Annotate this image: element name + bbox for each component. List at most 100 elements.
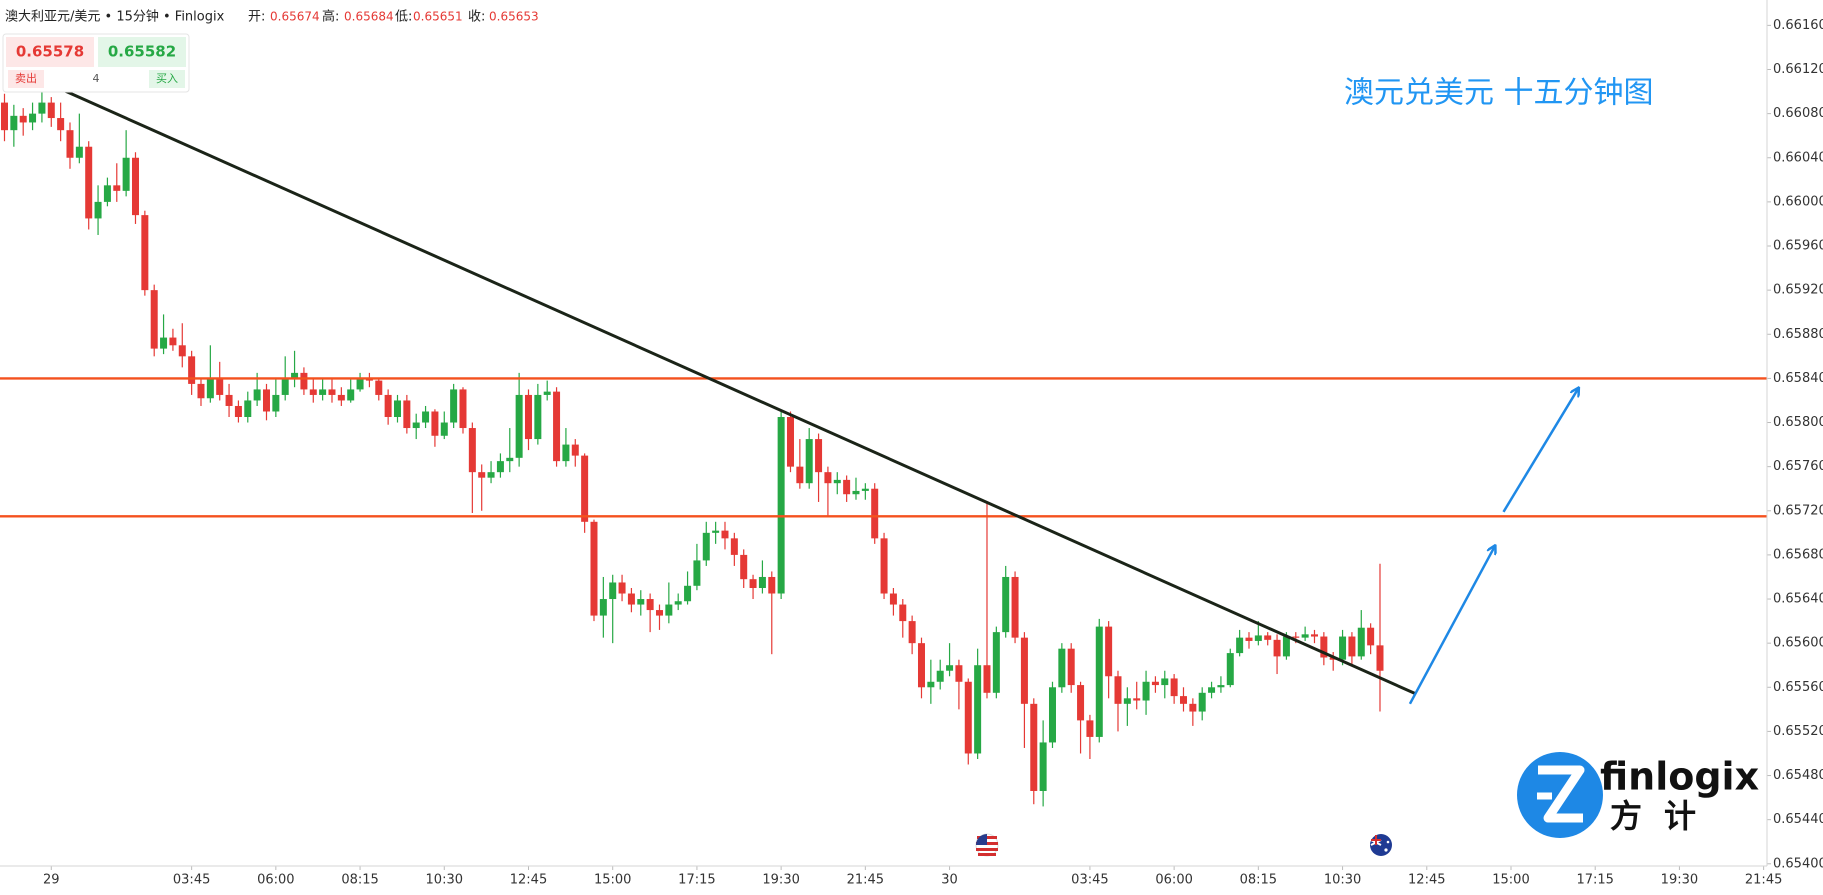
candle-body — [843, 479, 851, 495]
y-tick-label: 0.65760 — [1773, 459, 1823, 474]
candle-body — [1020, 637, 1028, 704]
candle-body — [571, 444, 579, 456]
buy-button[interactable] — [149, 70, 185, 88]
candle-body — [908, 621, 916, 644]
x-tick-label: 03:45 — [173, 873, 210, 888]
candle-body — [1039, 742, 1047, 791]
candle-body — [749, 579, 757, 588]
y-tick-label: 0.65920 — [1773, 283, 1823, 298]
candle-body — [384, 394, 392, 418]
y-tick-label: 0.65840 — [1773, 371, 1823, 386]
candle-body — [393, 400, 401, 418]
candle-body — [730, 538, 738, 555]
y-tick-label: 0.65600 — [1773, 636, 1823, 651]
candle-body — [1048, 687, 1056, 743]
candle-body — [1376, 645, 1384, 671]
sell-price: 0.65578 — [16, 43, 84, 61]
candle-body — [768, 576, 776, 594]
x-tick-label: 08:15 — [1240, 873, 1277, 888]
y-tick-label: 0.66160 — [1773, 18, 1823, 33]
candle-body — [1301, 634, 1309, 638]
candle-body — [1367, 627, 1375, 646]
candle-body — [964, 681, 972, 754]
y-tick-label: 0.65560 — [1773, 680, 1823, 695]
candle-body — [450, 389, 458, 423]
candle-body — [169, 337, 177, 346]
x-tick-label: 29 — [43, 873, 60, 888]
candle-body — [946, 665, 954, 671]
candle-body — [66, 130, 74, 158]
candle-body — [375, 380, 383, 395]
candle-body — [113, 185, 121, 191]
close-label: 收: — [468, 10, 485, 25]
candle-body — [936, 670, 944, 682]
candle-body — [721, 530, 729, 539]
candle-body — [702, 532, 710, 561]
x-tick-label: 17:15 — [678, 873, 715, 888]
open-label: 开: — [248, 10, 265, 25]
candle-body — [1254, 635, 1262, 641]
sell-label: 卖出 — [15, 71, 37, 85]
x-tick-label: 08:15 — [341, 873, 378, 888]
candle-body — [581, 455, 589, 522]
candle-body — [1105, 626, 1113, 677]
candle-body — [478, 472, 486, 478]
candle-body — [347, 389, 355, 401]
candle-body — [1339, 636, 1347, 660]
candle-body — [141, 215, 149, 291]
candle-body — [1226, 653, 1234, 686]
y-tick-label: 0.66040 — [1773, 150, 1823, 165]
candle-body — [637, 599, 645, 605]
candle-body — [515, 394, 523, 458]
y-tick-label: 0.65480 — [1773, 768, 1823, 783]
open-value: 0.65674 — [270, 10, 320, 24]
buy-price: 0.65582 — [108, 43, 176, 61]
candle-body — [38, 102, 46, 114]
candle-body — [740, 554, 748, 580]
x-tick-label: 06:00 — [257, 873, 294, 888]
candle-body — [1198, 692, 1206, 712]
candle-body — [1058, 648, 1066, 688]
candle-body — [1002, 576, 1010, 633]
candle-body — [1282, 636, 1290, 657]
y-tick-label: 0.65400 — [1773, 856, 1823, 871]
candle-body — [262, 389, 270, 412]
candle-body — [103, 185, 111, 202]
candle-body — [1095, 626, 1103, 737]
candle-body — [75, 146, 83, 158]
candle-body — [758, 576, 766, 588]
candle-body — [487, 472, 495, 478]
sell-cell[interactable] — [6, 37, 94, 67]
candle-body — [1236, 637, 1244, 654]
candle-body — [955, 665, 963, 682]
projection-arrow — [1408, 546, 1495, 705]
candle-body — [646, 599, 654, 611]
candle-body — [684, 585, 692, 602]
candle-body — [206, 378, 214, 399]
x-tick-label: 19:30 — [762, 873, 799, 888]
candle-body — [29, 113, 37, 123]
high-value: 0.65684 — [344, 10, 394, 24]
candle-body — [47, 102, 55, 119]
candle-body — [524, 394, 532, 440]
candle-body — [1142, 681, 1150, 701]
candle-body — [627, 593, 635, 605]
x-tick-label: 12:45 — [510, 873, 547, 888]
candle-body — [459, 389, 467, 429]
y-tick-label: 0.65960 — [1773, 239, 1823, 254]
candle-body — [1067, 648, 1075, 686]
candle-body — [674, 601, 682, 605]
candle-body — [599, 599, 607, 616]
candle-body — [216, 378, 224, 395]
candle-body — [1133, 698, 1141, 701]
trend-line — [63, 89, 1417, 696]
candle-body — [1292, 636, 1300, 638]
sell-button[interactable] — [8, 70, 44, 88]
candle-body — [309, 389, 317, 395]
candle-body — [824, 472, 832, 484]
candle-body — [871, 488, 879, 539]
buy-cell[interactable] — [98, 37, 186, 67]
candle-body — [899, 604, 907, 622]
